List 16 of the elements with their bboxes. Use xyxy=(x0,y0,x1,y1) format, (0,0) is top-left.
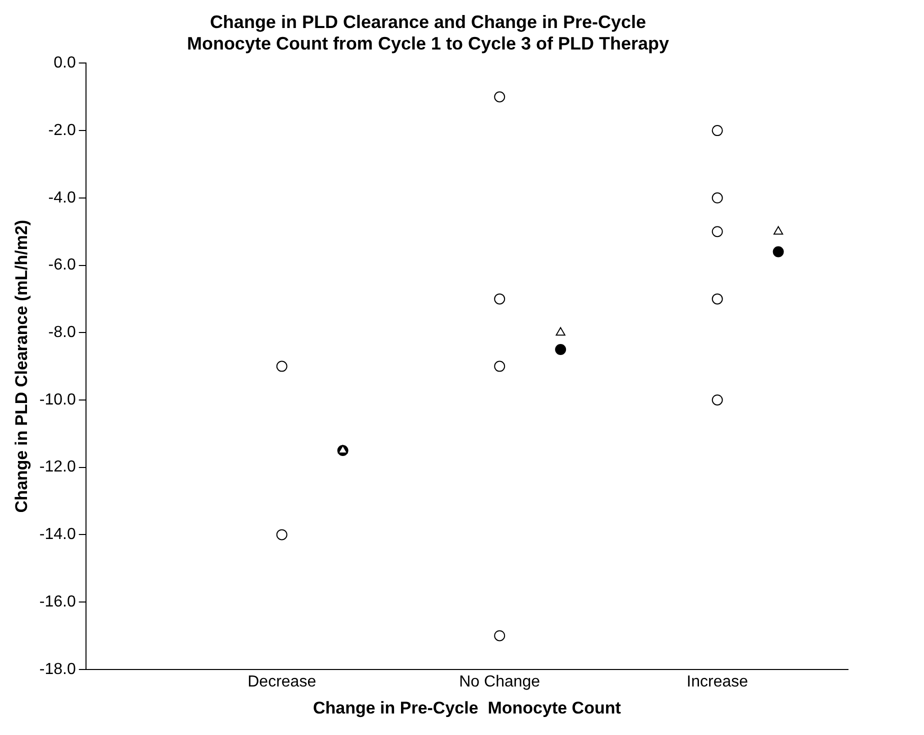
x-tick-label: No Change xyxy=(459,673,540,690)
y-axis-title: Change in PLD Clearance (mL/h/m2) xyxy=(12,220,31,513)
y-tick-label: -12.0 xyxy=(39,458,76,476)
y-tick-label: -14.0 xyxy=(39,526,76,544)
y-tick-label: 0.0 xyxy=(54,54,76,72)
x-tick-label: Increase xyxy=(686,673,748,690)
y-tick-label: -4.0 xyxy=(48,189,76,206)
x-tick-label: Decrease xyxy=(248,673,316,690)
y-tick-label: -6.0 xyxy=(48,256,76,274)
y-tick-label: -8.0 xyxy=(48,324,76,342)
y-tick-label: -18.0 xyxy=(39,660,76,678)
x-axis-title: Change in Pre-Cycle Monocyte Count xyxy=(312,698,622,718)
y-tick-label: -2.0 xyxy=(48,122,76,139)
chart-title: Change in PLD Clearance and Change in Pre-Cycle Monocyte Count from Cycle 1 to Cycle 3 of PLD Therapy xyxy=(186,12,670,54)
y-tick-label: -10.0 xyxy=(39,391,76,408)
y-tick-label: -16.0 xyxy=(39,593,76,610)
